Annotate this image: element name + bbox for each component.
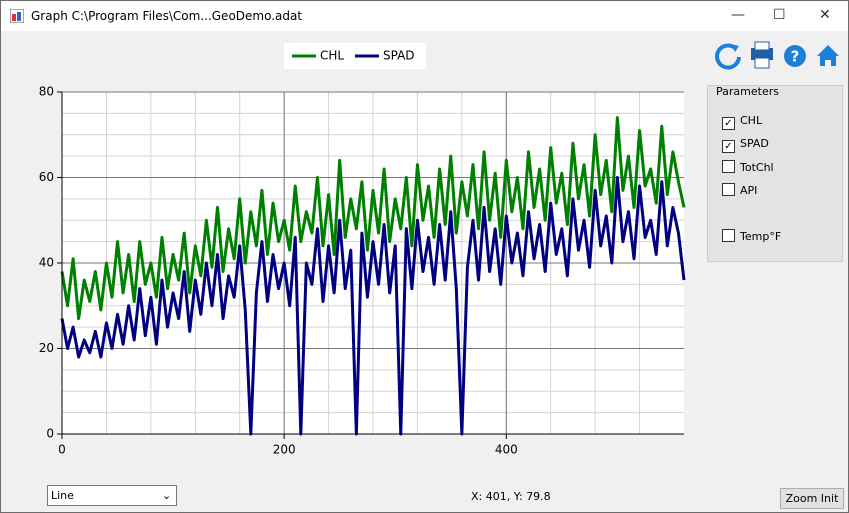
check-box bbox=[722, 183, 735, 196]
checkbox-label: TotChl bbox=[740, 161, 774, 174]
close[interactable]: ✕ bbox=[819, 7, 831, 23]
chart-type-select[interactable]: Line ⌄ bbox=[47, 485, 177, 506]
window-title: Graph C:\Program Files\Com...GeoDemo.ada… bbox=[31, 9, 303, 23]
y-tick-label: 60 bbox=[39, 170, 54, 184]
check-box: ✓ bbox=[722, 117, 735, 130]
home-icon[interactable] bbox=[817, 45, 839, 66]
svg-text:?: ? bbox=[791, 48, 800, 66]
checkbox[interactable]: ✓ CHL bbox=[722, 114, 762, 130]
group-title: Parameters bbox=[716, 85, 779, 98]
checkbox-label: API bbox=[740, 184, 758, 197]
zoom-init-button[interactable]: Zoom Init bbox=[780, 488, 844, 509]
title-bar: Graph C:\Program Files\Com...GeoDemo.ada… bbox=[1, 1, 848, 31]
x-tick-label: 200 bbox=[273, 443, 296, 457]
check-box bbox=[722, 229, 735, 242]
refresh-icon[interactable] bbox=[715, 43, 741, 70]
checkbox[interactable]: API bbox=[722, 183, 757, 197]
chart: ? 0 200 400 0 20 40 60 80 CHL SPAD bbox=[39, 41, 839, 457]
help-icon[interactable] bbox=[784, 45, 806, 67]
toolbar: ? bbox=[715, 41, 839, 70]
x-tick-label: 400 bbox=[495, 443, 518, 457]
checkbox[interactable]: TotChl bbox=[722, 160, 774, 174]
cursor-readout: X: 401, Y: 79.8 bbox=[471, 490, 551, 503]
series-line bbox=[60, 176, 686, 436]
y-tick-label: 0 bbox=[46, 427, 54, 441]
series-line bbox=[60, 116, 686, 321]
y-tick-label: 20 bbox=[39, 341, 54, 355]
check-box: ✓ bbox=[722, 140, 735, 153]
refresh-arrow bbox=[731, 44, 739, 52]
y-tick-label: 40 bbox=[39, 256, 54, 270]
checkbox-label: SPAD bbox=[740, 137, 769, 150]
checkbox-label: CHL bbox=[740, 114, 763, 127]
check-box bbox=[722, 160, 735, 173]
parameters-group: Parameters ✓ CHL ✓ SPAD TotChl API Temp°F bbox=[707, 85, 843, 262]
x-tick-label: 0 bbox=[58, 443, 66, 457]
app-icon bbox=[10, 9, 24, 23]
select-value: Line bbox=[51, 489, 74, 502]
maximize[interactable]: ☐ bbox=[773, 7, 786, 23]
legend-label: SPAD bbox=[383, 49, 415, 63]
legend-label: CHL bbox=[320, 49, 344, 63]
checkbox[interactable]: ✓ SPAD bbox=[722, 137, 769, 153]
checkbox-label: Temp°F bbox=[740, 230, 782, 243]
checkbox[interactable]: Temp°F bbox=[722, 229, 781, 243]
minimize[interactable]: — bbox=[731, 7, 745, 23]
print-icon[interactable] bbox=[751, 48, 773, 60]
y-tick-label: 80 bbox=[39, 85, 54, 99]
